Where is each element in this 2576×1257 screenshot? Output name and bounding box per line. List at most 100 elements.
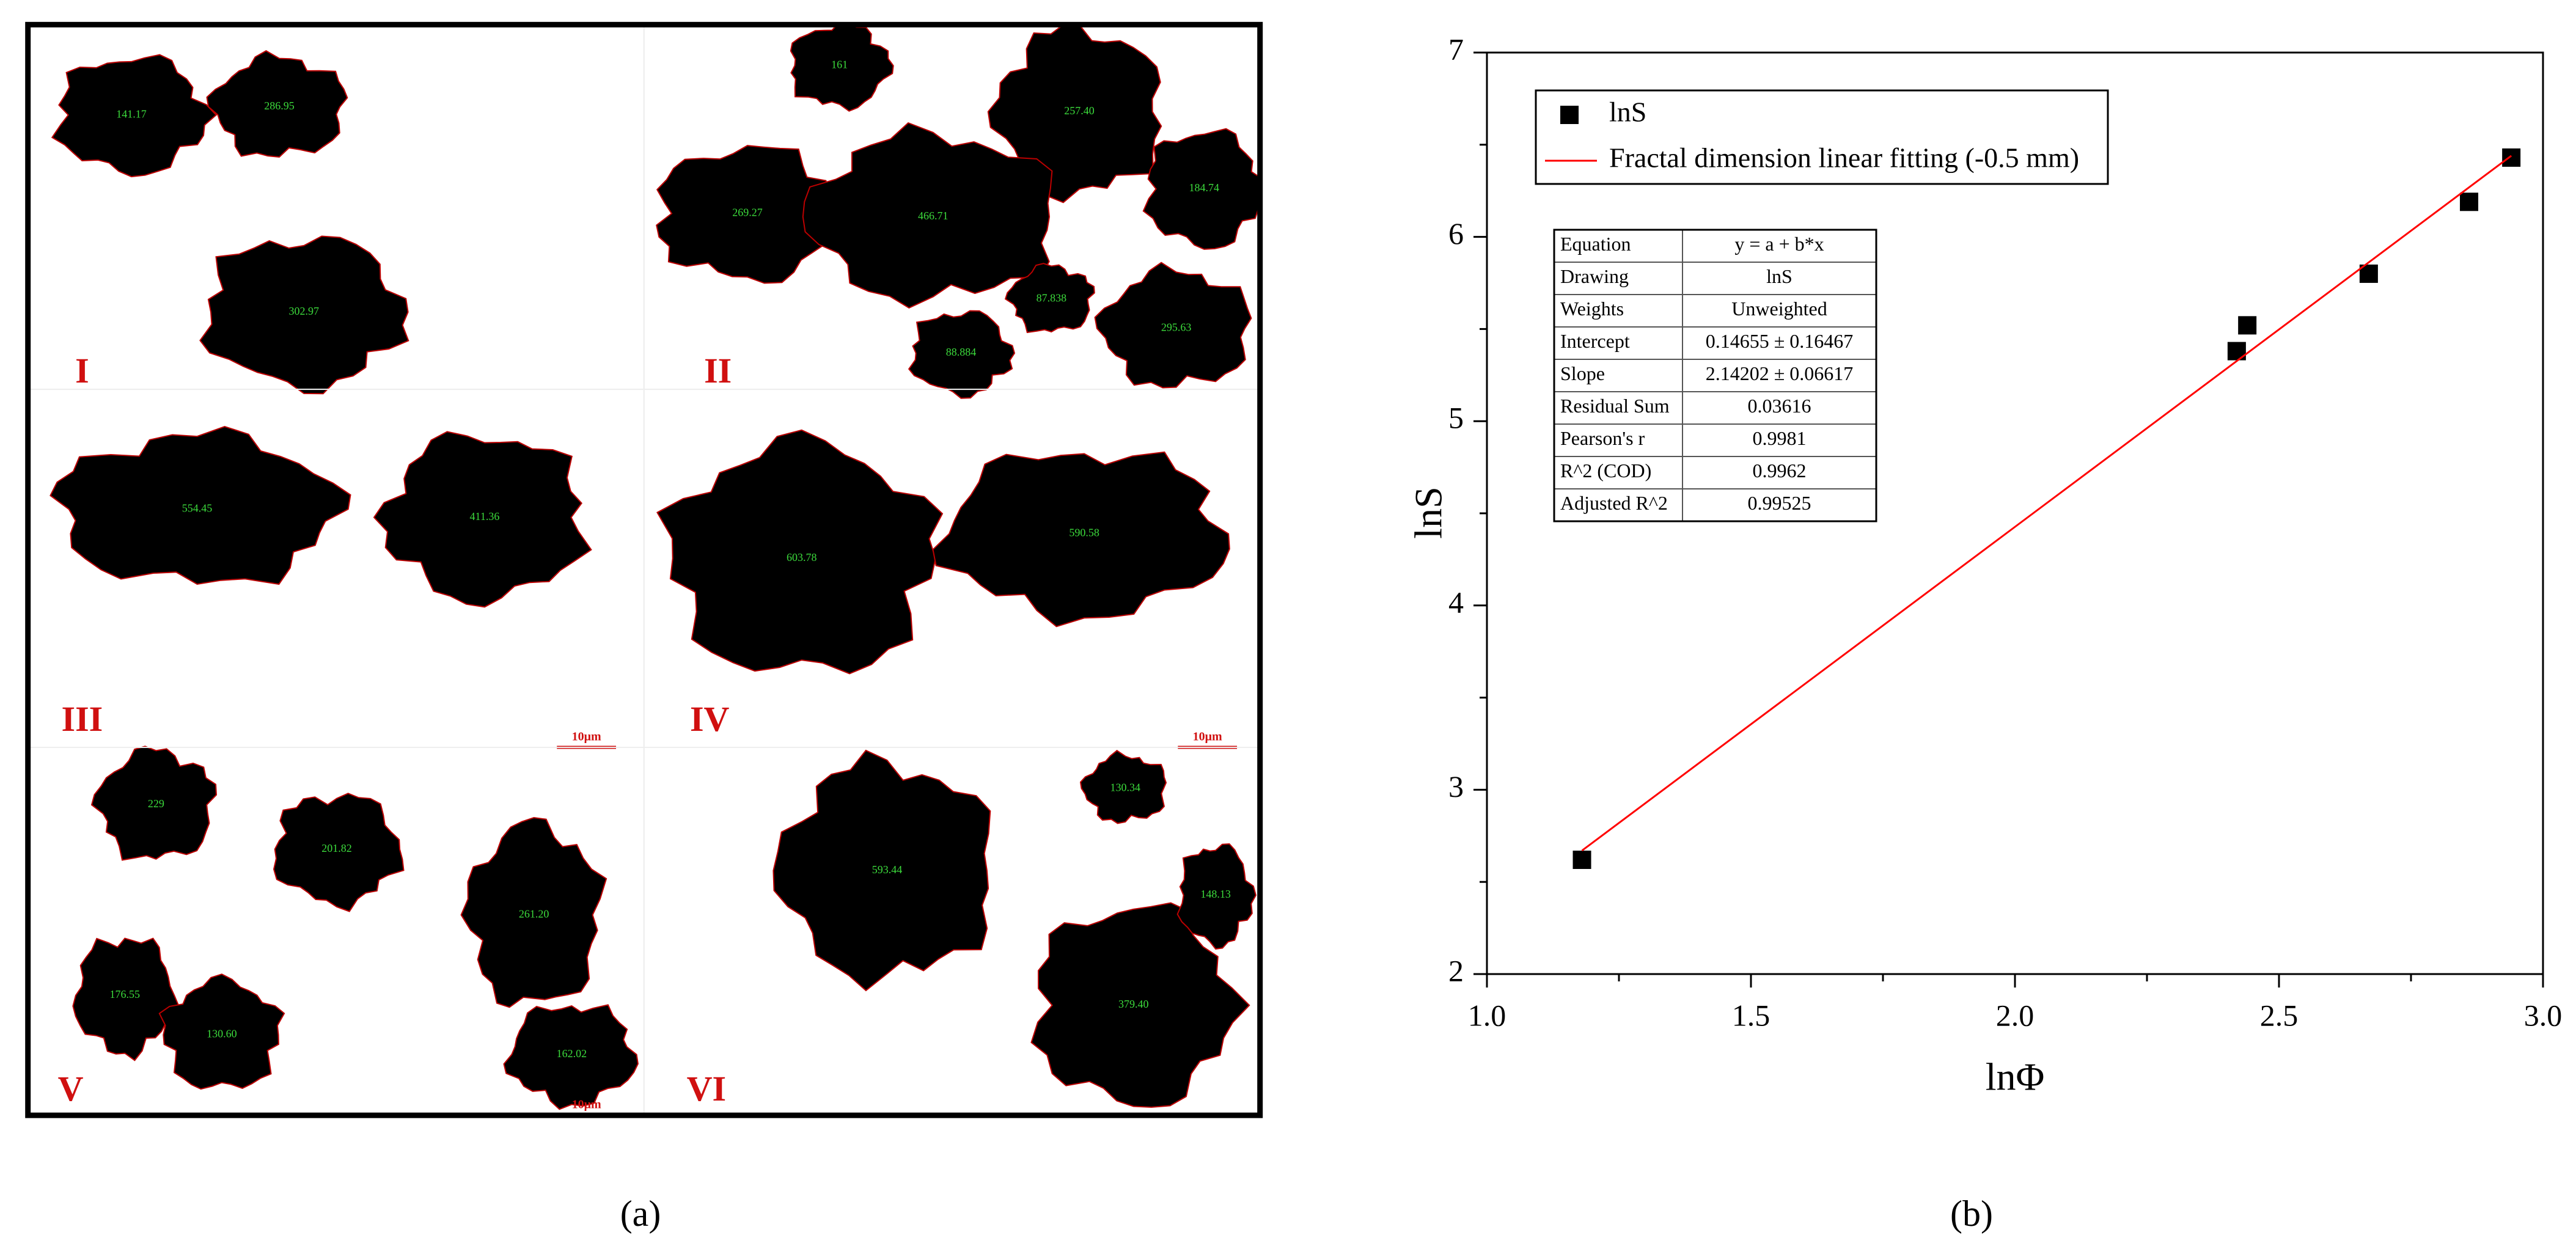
scale-bar-label: 10μm — [572, 1098, 601, 1112]
caption: (a) — [620, 1193, 661, 1234]
particle-area-label: 161 — [831, 59, 848, 71]
x-tick-label: 1.5 — [1732, 998, 1771, 1032]
particle — [50, 425, 351, 585]
particle-area-label: 148.13 — [1200, 888, 1231, 900]
particle-area-label: 590.58 — [1069, 527, 1099, 539]
data-point — [1572, 851, 1591, 870]
particle-area-label: 466.71 — [918, 210, 949, 222]
particle — [772, 749, 991, 992]
table-value: 0.03616 — [1748, 395, 1811, 417]
table-cell — [1682, 229, 1877, 263]
data-point — [2227, 342, 2246, 361]
particle-area-label: 87.838 — [1037, 291, 1067, 304]
panel-divider — [643, 747, 1260, 1116]
particle-area-label: 176.55 — [110, 988, 141, 1000]
particle-area-label: 257.40 — [1064, 104, 1095, 117]
x-tick-label: 3.0 — [2524, 998, 2563, 1032]
particle-area-label: 201.82 — [321, 842, 352, 854]
particle — [373, 431, 592, 608]
particle — [802, 122, 1053, 309]
fit-line — [1581, 155, 2512, 852]
table-cell — [1682, 326, 1877, 360]
particle — [656, 429, 944, 675]
particle — [503, 1004, 639, 1110]
x-tick-label: 1.0 — [1468, 998, 1506, 1032]
legend-label: Fractal dimension linear fitting (-0.5 m… — [1609, 142, 2079, 174]
panel-label: III — [62, 699, 103, 739]
legend-marker — [1560, 106, 1579, 124]
particle-area-label: 130.60 — [207, 1028, 237, 1040]
particle-area-label: 162.02 — [557, 1047, 587, 1060]
particle — [1142, 128, 1260, 250]
table-key: Weights — [1560, 298, 1624, 320]
particle-area-label: 411.36 — [470, 510, 500, 522]
y-tick-label: 6 — [1448, 216, 1464, 251]
table-value: 0.9962 — [1753, 460, 1807, 482]
table-cell — [1554, 391, 1683, 425]
y-axis-label: lnS — [1407, 486, 1450, 538]
legend-label: lnS — [1609, 97, 1646, 128]
particle-area-label: 554.45 — [182, 502, 213, 514]
table-cell — [1682, 262, 1877, 295]
particle — [1004, 263, 1095, 334]
y-tick-label: 4 — [1448, 585, 1464, 619]
table-cell — [1554, 294, 1683, 328]
table-key: Adjusted R^2 — [1560, 492, 1668, 514]
particle — [932, 451, 1230, 628]
particle-area-label: 286.95 — [264, 100, 295, 112]
table-key: Equation — [1560, 233, 1631, 255]
particle — [460, 816, 607, 1008]
micrograph-panel: 141.17 286.95 302.97 I 161 257.40 269.27 466.71… — [28, 24, 1260, 1116]
particle-area-label: 603.78 — [787, 551, 817, 563]
particle — [158, 973, 285, 1090]
particle-area-label: 593.44 — [872, 863, 903, 876]
table-key: Slope — [1560, 362, 1605, 384]
particle — [1176, 843, 1257, 950]
table-cell — [1682, 391, 1877, 425]
scale-bar-label: 10μm — [572, 730, 601, 744]
particle-area-label: 184.74 — [1189, 181, 1220, 194]
legend-box — [1535, 89, 2109, 185]
particle-area-label: 269.27 — [732, 207, 763, 219]
panel-label: II — [704, 351, 732, 390]
y-tick-label: 5 — [1448, 401, 1464, 435]
scale-bar-label: 10μm — [1193, 730, 1222, 744]
table-value: 0.99525 — [1748, 492, 1811, 514]
table-key: Drawing — [1560, 265, 1629, 287]
table-value: 2.14202 ± 0.06617 — [1706, 362, 1854, 384]
table-value: lnS — [1766, 265, 1793, 287]
data-point — [2502, 148, 2521, 167]
x-axis-label: lnΦ — [1986, 1055, 2045, 1099]
particle — [199, 235, 409, 395]
particle-area-label: 88.884 — [946, 346, 977, 358]
x-tick-label: 2.5 — [2260, 998, 2299, 1032]
panel-label: VI — [687, 1069, 726, 1109]
table-cell — [1682, 294, 1877, 328]
micrograph-frame — [25, 21, 1263, 1118]
panel-label: V — [58, 1069, 84, 1109]
particle — [273, 793, 405, 912]
table-cell — [1554, 262, 1683, 295]
y-tick-label: 3 — [1448, 769, 1464, 804]
particle — [1094, 262, 1252, 389]
particle-area-label: 261.20 — [519, 907, 549, 920]
particle — [72, 937, 180, 1061]
y-tick-label: 7 — [1448, 32, 1464, 66]
table-key: Residual Sum — [1560, 395, 1670, 417]
panel-label: I — [75, 351, 89, 390]
particle — [1079, 750, 1167, 824]
particle — [51, 54, 218, 178]
particle-area-label: 141.17 — [116, 108, 147, 120]
y-tick-label: 2 — [1448, 953, 1464, 988]
particle-area-label: 130.34 — [1110, 781, 1141, 793]
particle-area-label: 229 — [148, 797, 164, 810]
table-value: 0.9981 — [1753, 427, 1807, 449]
data-point — [2460, 192, 2479, 211]
table-value: 0.14655 ± 0.16467 — [1706, 330, 1854, 352]
caption: (b) — [1950, 1193, 1993, 1234]
particle — [90, 746, 218, 861]
table-key: R^2 (COD) — [1560, 460, 1651, 482]
particle-area-label: 379.40 — [1118, 998, 1149, 1010]
